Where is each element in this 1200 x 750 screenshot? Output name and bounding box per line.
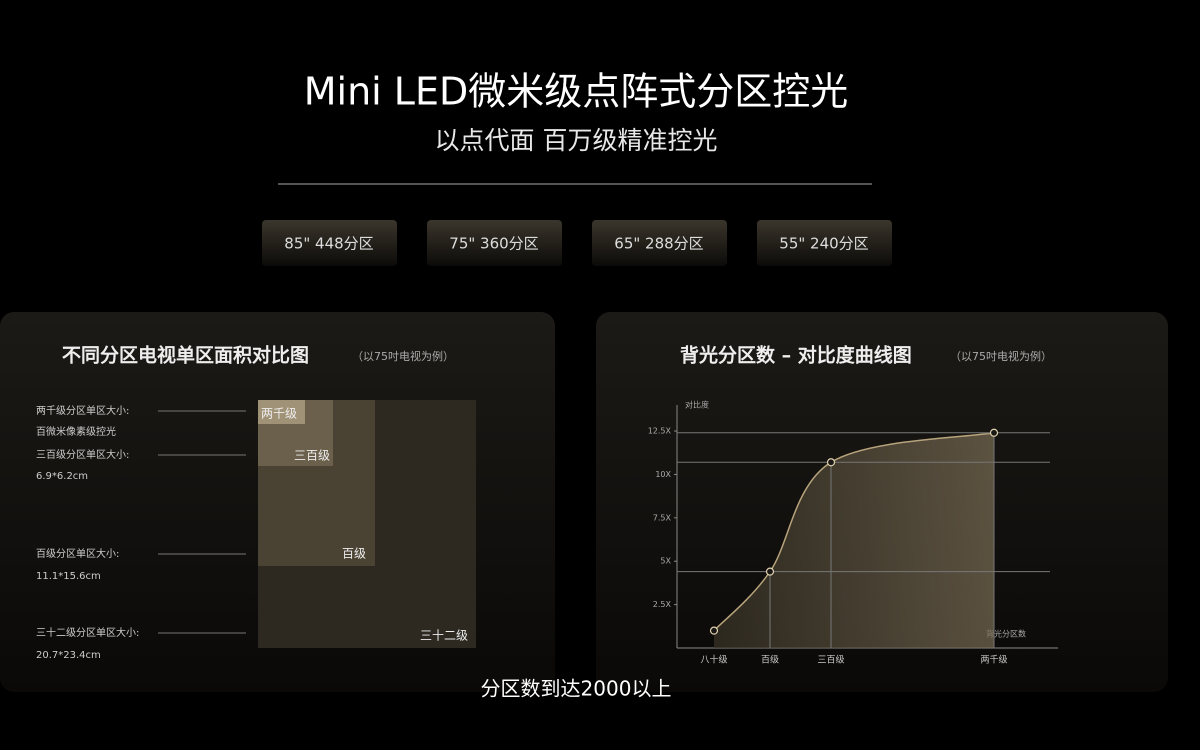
point — [826, 458, 836, 467]
caption: 分区数到达2000以上 — [481, 677, 672, 701]
size-label: 11.1*15.6cm — [36, 571, 101, 582]
badge — [262, 220, 397, 266]
size-label: 两千级分区单区大小: — [36, 404, 129, 417]
badge-label: 55" 240分区 — [779, 235, 868, 253]
area-box — [258, 400, 305, 424]
panel-note: （以75吋电视为例） — [950, 349, 1052, 363]
subtitle: 以点代面 百万级精准控光 — [435, 126, 718, 155]
badge — [592, 220, 727, 266]
box-label: 两千级 — [261, 407, 297, 421]
y-axis-label: 对比度 — [685, 400, 709, 410]
size-label: 三百级分区单区大小: — [36, 448, 129, 461]
point — [989, 428, 999, 437]
x-tick-label: 两千级 — [980, 654, 1007, 666]
badge-label: 65" 288分区 — [614, 235, 703, 253]
badge — [427, 220, 562, 266]
x-axis-label: 背光分区数 — [986, 629, 1026, 639]
y-tick-label: 7.5X — [653, 513, 672, 522]
x-tick-label: 八十级 — [700, 654, 727, 666]
box-label: 三百级 — [294, 449, 330, 463]
panel-note: （以75吋电视为例） — [352, 349, 454, 363]
y-tick-label: 2.5X — [653, 600, 672, 609]
box-label: 三十二级 — [420, 629, 468, 643]
size-label: 三十二级分区单区大小: — [36, 626, 139, 639]
point — [709, 626, 719, 635]
size-label: 20.7*23.4cm — [36, 650, 101, 661]
x-tick-label: 三百级 — [817, 654, 844, 666]
size-label: 百级分区单区大小: — [36, 547, 119, 560]
size-label: 百微米像素级控光 — [36, 425, 116, 438]
panel-title: 背光分区数 – 对比度曲线图 — [680, 344, 912, 367]
badge — [757, 220, 892, 266]
x-tick-label: 百级 — [761, 654, 779, 666]
y-tick-label: 10X — [655, 470, 671, 479]
badge-label: 75" 360分区 — [449, 235, 538, 253]
area — [714, 432, 994, 648]
panel-title: 不同分区电视单区面积对比图 — [62, 344, 309, 367]
line — [713, 432, 995, 632]
title: Mini LED微米级点阵式分区控光 — [304, 70, 849, 114]
y-tick-label: 12.5X — [648, 427, 672, 436]
size-label: 6.9*6.2cm — [36, 471, 88, 482]
box-label: 百级 — [342, 547, 366, 561]
point — [765, 567, 775, 576]
badge-label: 85" 448分区 — [284, 235, 373, 253]
y-tick-label: 5X — [660, 557, 671, 566]
